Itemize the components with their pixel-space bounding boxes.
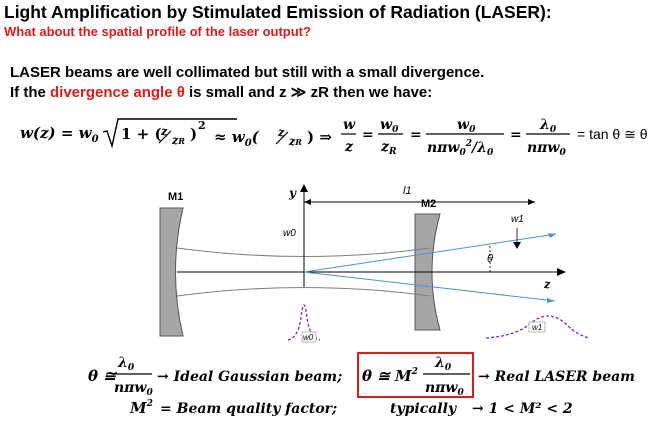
ideal-gaussian-label: → Ideal Gaussian beam; <box>157 369 342 385</box>
approx-z: z <box>277 126 285 139</box>
w1-small-box <box>528 321 546 333</box>
intro-line-2-suffix: is small and z ≫ zR then we have: <box>184 84 433 101</box>
sqrt-square: 2 <box>198 119 206 132</box>
w1-small-label: w1 <box>532 323 542 332</box>
theta-label: θ <box>487 253 493 265</box>
w0-label: w0 <box>283 228 296 239</box>
approx-term: ≈ w0( <box>214 128 260 149</box>
divergence-ray-upper <box>303 233 557 273</box>
approx-close: ) ⇒ <box>307 128 332 146</box>
page-subtitle: What about the spatial profile of the la… <box>4 24 311 39</box>
eq-3: = <box>510 127 522 143</box>
real-laser-label: → Real LASER beam <box>478 369 635 385</box>
real-npiw0: nπw0 <box>425 380 464 398</box>
beam-width-equation: w(z) = w0 1 + ( z zR ) 2 ≈ w0( z zR ) ⇒ … <box>20 117 648 158</box>
frac-w: w <box>343 117 356 133</box>
intro-line-2-prefix: If the <box>10 84 50 101</box>
mirror-m1 <box>159 207 184 337</box>
frac-npiw0: nπw0 <box>527 140 566 158</box>
eq-2: = <box>410 127 422 143</box>
sqrt-content: 1 + ( <box>121 125 162 143</box>
w0-small-box <box>301 331 317 343</box>
typically-label: typically <box>390 401 457 417</box>
ideal-npiw0: nπw0 <box>114 380 153 398</box>
ideal-lambda0: λ0 <box>117 355 135 373</box>
real-lambda0: λ0 <box>434 355 452 373</box>
frac-w0-b: w0 <box>457 117 476 135</box>
typical-range: → 1 < M² < 2 <box>472 401 573 417</box>
frac-w0: w0 <box>380 117 399 135</box>
l1-arrow-left <box>304 199 311 205</box>
divergence-ray-lower-arrow <box>547 298 555 303</box>
frac-zr: zR <box>380 139 397 157</box>
frac-lambda0: λ0 <box>539 117 557 135</box>
z-axis-label: z <box>543 278 551 291</box>
theta-approx: θ ≅ <box>88 367 117 385</box>
mirror-m2-label: M2 <box>421 198 436 210</box>
mirror-m1-label: M1 <box>168 191 183 203</box>
intro-line-1: LASER beams are well collimated but stil… <box>10 64 485 81</box>
eq-1: = <box>362 127 374 143</box>
approx-slash <box>275 131 289 145</box>
w1-label: w1 <box>511 214 524 225</box>
beam-envelope-lower <box>176 287 431 297</box>
y-axis-arrow <box>300 184 308 192</box>
m2-definition: = Beam quality factor; <box>160 401 337 417</box>
w1-marker-arrow <box>513 242 521 249</box>
sqrt-z: z <box>160 125 168 138</box>
divergence-ray-upper-arrow <box>548 233 556 238</box>
sqrt-close: ) <box>190 125 197 143</box>
sqrt-slash <box>158 130 172 144</box>
bottom-equations: θ ≅ λ0 nπw0 → Ideal Gaussian beam; θ ≅ M… <box>88 352 635 417</box>
l1-label: l1 <box>403 185 412 197</box>
intro-line-2: If the divergence angle θ is small and z… <box>10 83 432 101</box>
real-theta-approx: θ ≅ M2 <box>362 367 418 385</box>
tan-part: = tan θ ≅ θ <box>577 126 648 142</box>
y-axis-label: y <box>288 186 297 200</box>
real-beam-highlight-box <box>357 352 474 398</box>
approx-zr: zR <box>288 135 302 148</box>
divergence-ray-lower <box>303 271 556 302</box>
z-axis-arrow <box>557 268 566 276</box>
w0-small-label: w0 <box>303 333 314 342</box>
sqrt-symbol <box>102 118 237 149</box>
divergence-angle-highlight: divergence angle θ <box>50 84 185 101</box>
frac-npiw0sq: nπw02/λ0 <box>427 139 494 158</box>
gaussian-profile-w1 <box>485 315 591 339</box>
sqrt-zr: zR <box>171 134 185 147</box>
laser-cavity-diagram: M1 M2 z y l1 w0 w1 θ w0 w1 <box>159 184 591 343</box>
m2-symbol: M2 <box>129 399 153 417</box>
l1-arrow-right <box>528 199 535 205</box>
page-title: Light Amplification by Stimulated Emissi… <box>4 2 552 22</box>
equation-lhs: w(z) = w0 <box>20 124 99 145</box>
frac-z: z <box>344 139 354 155</box>
